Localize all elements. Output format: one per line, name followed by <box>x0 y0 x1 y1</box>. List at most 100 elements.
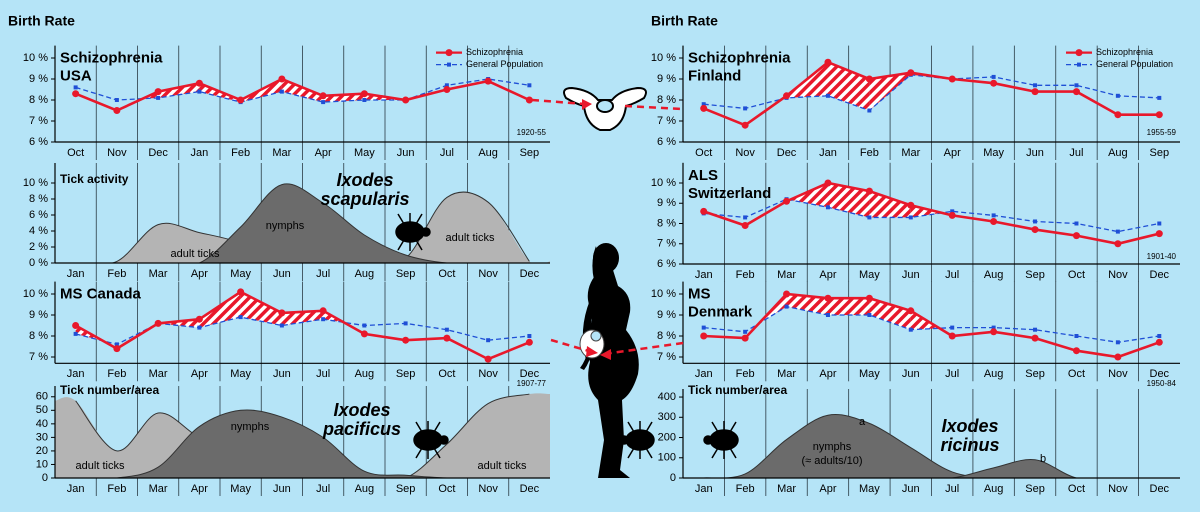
y-tick-label: 9 % <box>29 309 48 321</box>
x-tick-label: Mar <box>272 147 291 159</box>
y-tick-label: 10 <box>36 458 48 470</box>
point <box>113 345 121 353</box>
species-title: pacificus <box>322 419 401 439</box>
x-tick-label: Dec <box>1150 368 1170 380</box>
area-label: nymphs <box>231 421 270 433</box>
y-tick-label: 200 <box>658 431 676 443</box>
point <box>444 327 449 332</box>
point <box>278 75 286 83</box>
y-tick-label: 50 <box>36 404 48 416</box>
period-note: 1950-84 <box>1147 379 1177 388</box>
area-fill <box>55 183 550 263</box>
x-tick-label: Jun <box>273 268 291 280</box>
x-tick-label: Jan <box>695 269 713 281</box>
point <box>319 307 327 315</box>
point <box>990 217 998 225</box>
point <box>279 323 284 328</box>
x-tick-label: Mar <box>901 147 920 159</box>
point <box>197 325 202 330</box>
x-tick-label: Dec <box>1150 269 1170 281</box>
x-tick-label: Feb <box>736 269 755 281</box>
x-tick-label: Jul <box>945 368 959 380</box>
point <box>991 74 996 79</box>
point <box>402 336 410 344</box>
x-tick-label: Sep <box>396 483 416 495</box>
point <box>907 307 915 315</box>
y-tick-label: 6 % <box>657 136 676 148</box>
x-tick-label: Jul <box>316 483 330 495</box>
point <box>1031 88 1039 96</box>
x-tick-label: Feb <box>736 483 755 495</box>
x-tick-label: Aug <box>355 483 375 495</box>
point <box>237 288 245 296</box>
y-tick-label: 7 % <box>29 115 48 127</box>
point <box>527 83 532 88</box>
x-tick-label: Sep <box>396 368 416 380</box>
excess-area <box>827 298 870 315</box>
column-title: Birth Rate <box>651 13 718 29</box>
x-tick-label: Jul <box>945 483 959 495</box>
excess-area <box>199 291 241 328</box>
series-line <box>75 78 530 103</box>
x-tick-label: Jul <box>440 147 454 159</box>
y-tick-label: 6 % <box>657 258 676 270</box>
point <box>444 83 449 88</box>
x-tick-label: Feb <box>107 483 126 495</box>
point <box>319 92 327 100</box>
point <box>154 319 162 327</box>
y-tick-label: 4 % <box>29 225 48 237</box>
point <box>907 69 915 77</box>
point <box>1115 229 1120 234</box>
x-tick-label: Nov <box>1108 269 1128 281</box>
point <box>72 90 80 98</box>
y-tick-label: 8 % <box>29 330 48 342</box>
point <box>114 342 119 347</box>
series-line <box>74 290 530 361</box>
y-tick-label: 8 % <box>657 330 676 342</box>
excess-area <box>869 72 911 111</box>
y-tick-label: 10 % <box>651 52 676 64</box>
x-tick-label: Jul <box>316 268 330 280</box>
x-tick-label: Jun <box>273 483 291 495</box>
point <box>1157 95 1162 100</box>
point <box>278 309 286 317</box>
area-label: nymphs <box>266 220 305 232</box>
x-tick-label: Jul <box>1069 147 1083 159</box>
point <box>991 213 996 218</box>
point <box>402 96 410 104</box>
x-tick-label: Jun <box>902 269 920 281</box>
legend-marker <box>1077 62 1081 67</box>
x-tick-label: Jan <box>819 147 837 159</box>
x-tick-label: May <box>859 483 880 495</box>
area-label: b <box>1040 453 1046 465</box>
point <box>1033 83 1038 88</box>
y-tick-label: 400 <box>658 391 676 403</box>
point <box>525 96 533 104</box>
point <box>907 201 915 209</box>
x-tick-label: Aug <box>1108 147 1128 159</box>
point <box>1155 230 1163 238</box>
area-fill <box>683 414 1180 478</box>
point <box>1157 334 1162 338</box>
y-tick-label: 300 <box>658 411 676 423</box>
point <box>73 331 78 336</box>
point <box>948 332 956 340</box>
x-tick-label: Jan <box>191 147 209 159</box>
x-tick-label: Dec <box>520 268 540 280</box>
legend-label: Schizophrenia <box>466 47 523 57</box>
point <box>154 88 162 96</box>
area-fill <box>683 459 1180 478</box>
point <box>362 98 367 102</box>
x-tick-label: Oct <box>1068 269 1085 281</box>
excess-area <box>158 83 200 98</box>
point <box>1114 353 1122 361</box>
y-tick-label: 9 % <box>657 197 676 209</box>
y-tick-label: 10 % <box>23 288 48 300</box>
panel: 0 100 200 300 400 Jan Feb Mar Apr May Jun Jul Aug Sep… <box>658 383 1180 496</box>
point <box>908 215 913 220</box>
point <box>948 75 956 83</box>
point <box>195 79 203 87</box>
y-tick-label: 8 % <box>29 193 48 205</box>
